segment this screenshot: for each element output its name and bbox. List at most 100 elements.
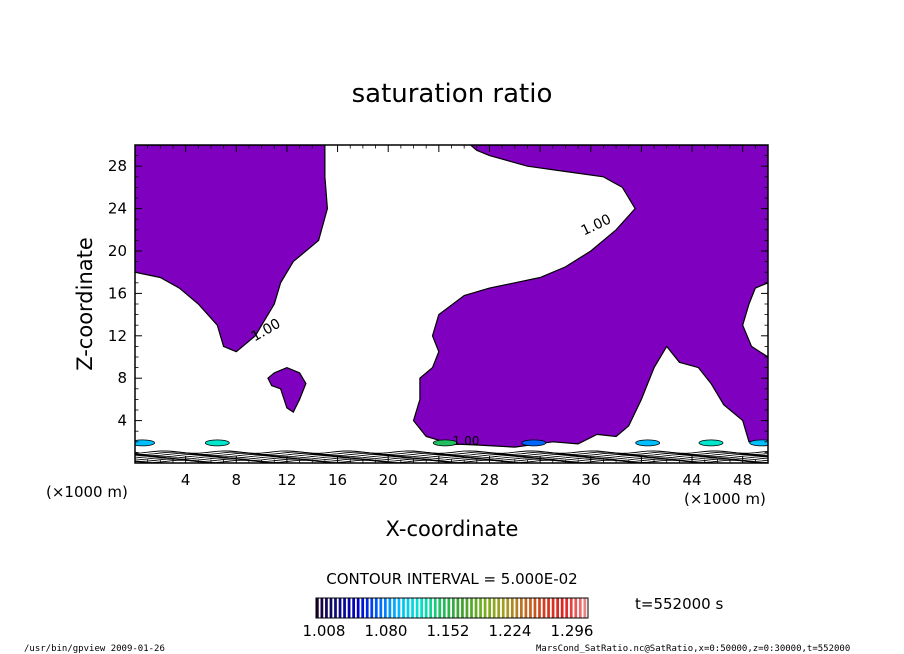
colorbar-cell [393,598,396,618]
x-tick-label: 28 [480,471,499,489]
x-tick-label: 32 [531,471,550,489]
colorbar-cell [325,598,328,618]
colorbar-cell [316,598,319,618]
time-label: t=552000 s [635,595,723,613]
surface-contour-cell [749,439,768,447]
colorbar-tick-label: 1.080 [365,622,408,640]
colorbar-cell [520,598,523,618]
colorbar-tick-label: 1.224 [489,622,532,640]
colorbar-cell [338,598,342,618]
y-axis-label: Z-coordinate [73,237,97,371]
surface-contour-line [135,455,768,459]
colorbar-cell [515,598,519,618]
colorbar-cell [406,598,410,618]
surface-contour-line [135,451,768,455]
y-tick-label: 4 [117,412,127,430]
y-tick-label: 16 [108,284,127,302]
surface-contour-line [135,452,768,457]
colorbar-tick-label: 1.152 [427,622,470,640]
chart-title: saturation ratio [352,79,553,109]
colorbar-cell [470,598,473,618]
colorbar-cell [501,598,505,618]
colorbar-cell [465,598,469,618]
colorbar-frame [315,597,589,619]
x-axis: 4 8 12 16 20 24 28 32 36 40 44 48 [147,145,756,489]
x-tick-label: 12 [277,471,296,489]
x-unit-label-left: (×1000 m) [46,483,128,501]
x-tick-label: 40 [632,471,651,489]
x-tick-label: 8 [232,471,242,489]
surface-contour-line [135,450,768,454]
y-tick-label: 8 [117,369,127,387]
colorbar-cell [411,598,414,618]
x-tick-label: 24 [429,471,448,489]
x-tick-label: 48 [733,471,752,489]
colorbar-cell [370,598,374,618]
colorbar-cell [429,598,433,618]
colorbar-cell [479,598,482,618]
y-axis: 4 8 12 16 20 24 28 [108,155,768,453]
saturated-region-right-main [412,145,768,448]
colorbar [316,598,587,618]
colorbar-cell [347,598,351,618]
colorbar-cell [510,598,514,618]
colorbar-cell [488,598,491,618]
saturated-region-upper-left [135,145,329,353]
y-tick-label: 24 [108,200,127,218]
y-tick-label: 28 [108,157,127,175]
surface-contour-cell [135,439,155,447]
colorbar-cell [356,598,360,618]
y-tick-label: 20 [108,242,127,260]
surface-contour-cell [635,439,661,447]
surface-contour-cell [432,439,458,447]
colorbar-cell [497,598,501,618]
colorbar-cell [551,598,555,618]
colorbar-cell [420,598,423,618]
x-tick-label: 4 [181,471,191,489]
colorbar-cell [556,598,559,618]
colorbar-cell [329,598,333,618]
colorbar-cell [483,598,487,618]
colorbar-cell [334,598,337,618]
colorbar-cell [560,598,564,618]
colorbar-cell [397,598,401,618]
colorbar-cell [461,598,464,618]
contour-label: 1.00 [453,434,480,448]
colorbar-cell [415,598,419,618]
colorbar-tick-labels: 1.008 1.080 1.152 1.224 1.296 [303,622,594,640]
colorbar-cell [533,598,537,618]
surface-contour-cell [698,439,724,447]
colorbar-cell [574,598,578,618]
surface-contour-line [135,456,768,460]
saturated-region-blob [267,366,307,413]
contour-interval-label: CONTOUR INTERVAL = 5.000E-02 [326,570,577,588]
colorbar-cell [583,598,587,618]
colorbar-cell [538,598,541,618]
colorbar-tick-label: 1.008 [303,622,346,640]
colorbar-cell [542,598,546,618]
colorbar-cell [547,598,550,618]
footer-left: /usr/bin/gpview 2009-01-26 [24,644,165,654]
colorbar-cell [424,598,428,618]
colorbar-cell [402,598,405,618]
colorbar-cell [384,598,387,618]
colorbar-cell [352,598,355,618]
colorbar-cell [433,598,437,618]
colorbar-cell [578,598,582,618]
colorbar-cell [442,598,446,618]
colorbar-cell [529,598,532,618]
colorbar-cell [343,598,346,618]
footer-right: MarsCond_SatRatio.nc@SatRatio,x=0:50000,… [536,644,850,654]
colorbar-cell [565,598,569,618]
x-tick-label: 44 [682,471,701,489]
saturation-regions [135,145,768,448]
colorbar-cell [379,598,383,618]
colorbar-cell [456,598,460,618]
colorbar-tick-label: 1.296 [551,622,594,640]
surface-contour-cell [521,439,547,447]
colorbar-cell [438,598,442,618]
colorbar-cell [452,598,455,618]
colorbar-cell [374,598,378,618]
colorbar-cell [524,598,528,618]
